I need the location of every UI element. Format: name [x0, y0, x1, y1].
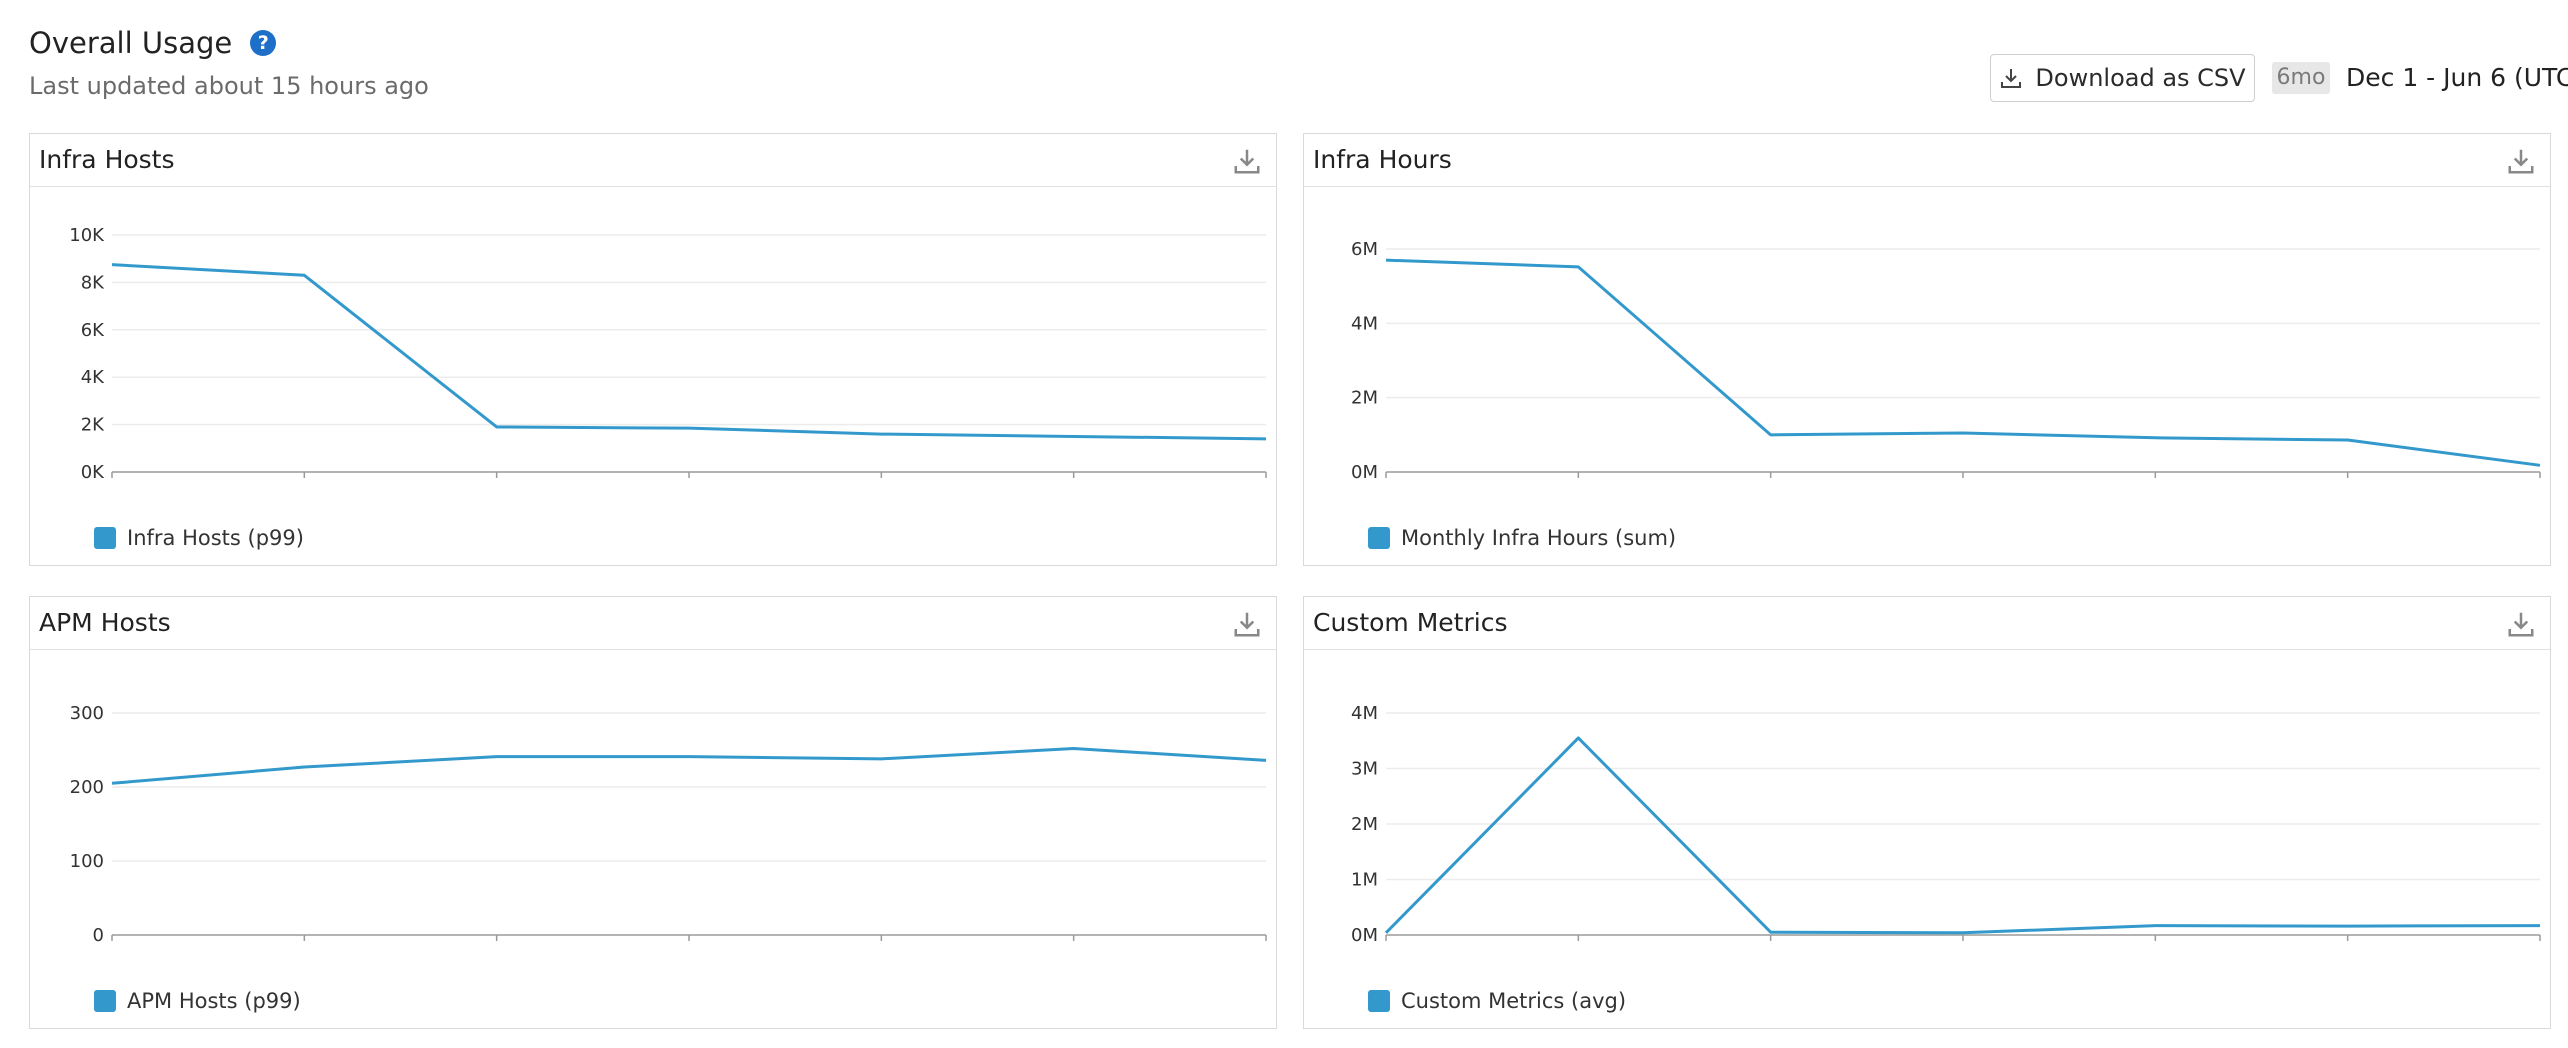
y-tick-label: 10K: [69, 225, 105, 246]
x-tick-label: December: [1339, 481, 1433, 482]
x-tick-label: February: [457, 944, 537, 945]
legend-label: Custom Metrics (avg): [1401, 989, 1627, 1013]
y-tick-label: 100: [70, 851, 104, 872]
download-icon: [2001, 69, 2022, 88]
panel-title: APM Hosts: [39, 608, 171, 637]
x-tick-label: May: [1055, 944, 1093, 945]
chart-legend: APM Hosts (p99): [94, 989, 301, 1013]
download-csv-button[interactable]: Download as CSV: [1990, 54, 2255, 102]
x-tick-label: May: [2329, 944, 2367, 945]
download-icon[interactable]: [2506, 609, 2536, 639]
x-tick-label: 2021: [281, 944, 327, 945]
x-tick-label: 2021: [1555, 944, 1601, 945]
chart-legend: Infra Hosts (p99): [94, 526, 304, 550]
legend-swatch: [1368, 990, 1390, 1012]
x-tick-label: April: [861, 944, 902, 945]
x-tick-label: June: [1245, 944, 1276, 945]
x-tick-label: April: [2135, 481, 2176, 482]
x-tick-label: December: [1339, 944, 1433, 945]
legend-swatch: [94, 527, 116, 549]
x-tick-label: May: [1055, 481, 1093, 482]
infra-hosts-chart: 0K 2K 4K 6K 8K 10K December 2021 February March Ap…: [65, 225, 1276, 482]
x-tick-label: March: [662, 481, 717, 482]
download-icon[interactable]: [1232, 146, 1262, 176]
panel-header: APM Hosts: [30, 597, 1276, 650]
panel-apm-hosts: APM Hosts 0 100 200 300 December 2021 February…: [29, 596, 1277, 1029]
y-tick-label: 4K: [81, 367, 105, 388]
panel-title: Infra Hours: [1313, 145, 1452, 174]
series-line[interactable]: [1384, 736, 2541, 935]
y-tick-label: 200: [70, 777, 104, 798]
panel-header: Infra Hours: [1304, 134, 2550, 187]
panel-header: Infra Hosts: [30, 134, 1276, 187]
download-csv-label: Download as CSV: [2035, 64, 2246, 92]
legend-label: APM Hosts (p99): [127, 989, 301, 1013]
page-title: Overall Usage: [29, 26, 233, 60]
chart-legend: Monthly Infra Hours (sum): [1368, 526, 1676, 550]
download-icon[interactable]: [1232, 609, 1262, 639]
x-tick-label: 2021: [1555, 481, 1601, 482]
x-tick-label: March: [662, 944, 717, 945]
panel-infra-hours: Infra Hours 0M 2M 4M 6M December 2021 February…: [1303, 133, 2551, 566]
x-tick-label: December: [65, 944, 159, 945]
panel-infra-hosts: Infra Hosts 0K 2K 4K 6K 8K 10K December 2021 Feb…: [29, 133, 1277, 566]
series-line[interactable]: [111, 747, 1267, 785]
x-tick-label: December: [65, 481, 159, 482]
y-tick-label: 2M: [1351, 388, 1378, 409]
x-tick-label: March: [1936, 944, 1991, 945]
series-line[interactable]: [111, 263, 1267, 441]
infra-hours-chart: 0M 2M 4M 6M December 2021 February March April Ma…: [1339, 239, 2550, 482]
y-tick-label: 3M: [1351, 759, 1378, 780]
x-tick-label: February: [1731, 944, 1811, 945]
x-tick-label: June: [2519, 944, 2550, 945]
question-circle-icon[interactable]: ?: [250, 30, 277, 56]
y-tick-label: 6K: [81, 320, 105, 341]
legend-label: Infra Hosts (p99): [127, 526, 304, 550]
x-tick-label: June: [2519, 481, 2550, 482]
y-tick-label: 6M: [1351, 239, 1378, 260]
x-tick-label: April: [2135, 944, 2176, 945]
y-tick-label: 4M: [1351, 703, 1378, 724]
y-tick-label: 0: [93, 925, 104, 945]
panel-custom-metrics: Custom Metrics 0M 1M 2M 3M 4M December 2021 Feb…: [1303, 596, 2551, 1029]
x-tick-label: May: [2329, 481, 2367, 482]
y-tick-label: 2M: [1351, 814, 1378, 835]
legend-swatch: [94, 990, 116, 1012]
panel-title: Infra Hosts: [39, 145, 175, 174]
x-tick-label: March: [1936, 481, 1991, 482]
x-tick-label: February: [1731, 481, 1811, 482]
y-tick-label: 8K: [81, 272, 105, 293]
y-tick-label: 1M: [1351, 870, 1378, 891]
custom-metrics-chart: 0M 1M 2M 3M 4M December 2021 February March April…: [1339, 703, 2550, 945]
y-tick-label: 2K: [81, 415, 105, 436]
download-icon[interactable]: [2506, 146, 2536, 176]
series-line[interactable]: [1385, 258, 2541, 467]
x-tick-label: April: [861, 481, 902, 482]
x-tick-label: 2021: [281, 481, 327, 482]
y-tick-label: 4M: [1351, 313, 1378, 334]
legend-label: Monthly Infra Hours (sum): [1401, 526, 1677, 550]
y-tick-label: 0M: [1351, 462, 1378, 482]
date-range-picker[interactable]: Dec 1 - Jun 6 (UTC): [2346, 63, 2568, 92]
y-tick-label: 0M: [1351, 925, 1378, 945]
chart-legend: Custom Metrics (avg): [1368, 989, 1626, 1013]
panel-title: Custom Metrics: [1313, 608, 1508, 637]
x-tick-label: June: [1245, 481, 1276, 482]
y-tick-label: 300: [70, 703, 104, 724]
panel-header: Custom Metrics: [1304, 597, 2550, 650]
y-tick-label: 0K: [81, 462, 105, 482]
range-badge[interactable]: 6mo: [2272, 62, 2330, 94]
last-updated-text: Last updated about 15 hours ago: [29, 72, 429, 100]
apm-hosts-chart: 0 100 200 300 December 2021 February March April…: [65, 703, 1276, 945]
legend-swatch: [1368, 527, 1390, 549]
x-tick-label: February: [457, 481, 537, 482]
